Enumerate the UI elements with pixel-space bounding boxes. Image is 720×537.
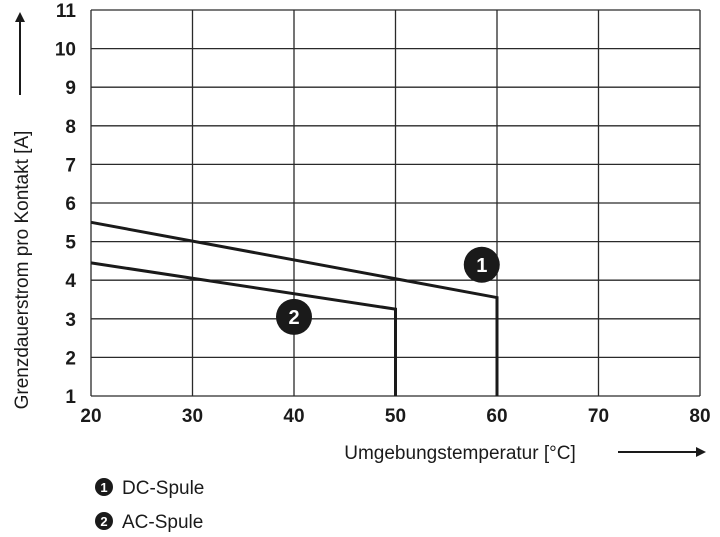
series-line-2 <box>90 261 397 396</box>
series: 12 <box>90 220 500 396</box>
legend-marker-2-label: 2 <box>100 514 107 529</box>
y-tick-label-5: 5 <box>65 233 76 254</box>
y-tick-label-10: 10 <box>55 40 76 61</box>
legend-item-dc: 1 DC-Spule <box>95 478 204 499</box>
legend-label-ac: AC-Spule <box>122 512 203 533</box>
y-tick-label-6: 6 <box>65 194 76 215</box>
legend-marker-2 <box>95 512 113 530</box>
legend: 1 DC-Spule 2 AC-Spule <box>95 478 204 533</box>
y-tick-label-1: 1 <box>65 387 76 408</box>
legend-marker-1 <box>95 478 113 496</box>
x-tick-label-20: 20 <box>80 406 101 427</box>
y-axis-label: Grenzdauerstrom pro Kontakt [A] <box>12 131 33 410</box>
y-tick-label-2: 2 <box>65 348 76 369</box>
series-marker-1-label: 1 <box>476 255 487 277</box>
series-marker-2-label: 2 <box>288 307 299 329</box>
legend-marker-1-label: 1 <box>100 480 107 495</box>
legend-label-dc: DC-Spule <box>122 478 204 499</box>
y-tick-label-11: 11 <box>56 1 77 22</box>
x-axis-label: Umgebungstemperatur [°C] <box>344 443 575 464</box>
y-tick-label-7: 7 <box>65 155 76 176</box>
x-tick-label-40: 40 <box>283 406 304 427</box>
x-tick-label-50: 50 <box>385 406 406 427</box>
y-tick-label-9: 9 <box>65 78 76 99</box>
x-tick-label-60: 60 <box>486 406 507 427</box>
series-line-1 <box>90 220 499 396</box>
x-tick-label-70: 70 <box>588 406 609 427</box>
y-tick-label-4: 4 <box>65 271 76 292</box>
legend-item-ac: 2 AC-Spule <box>95 512 203 533</box>
series-marker-1 <box>463 246 500 283</box>
x-tick-label-80: 80 <box>689 406 710 427</box>
y-tick-label-3: 3 <box>65 310 76 331</box>
y-tick-label-8: 8 <box>65 117 76 138</box>
x-tick-label-30: 30 <box>182 406 203 427</box>
series-marker-2 <box>276 298 312 335</box>
